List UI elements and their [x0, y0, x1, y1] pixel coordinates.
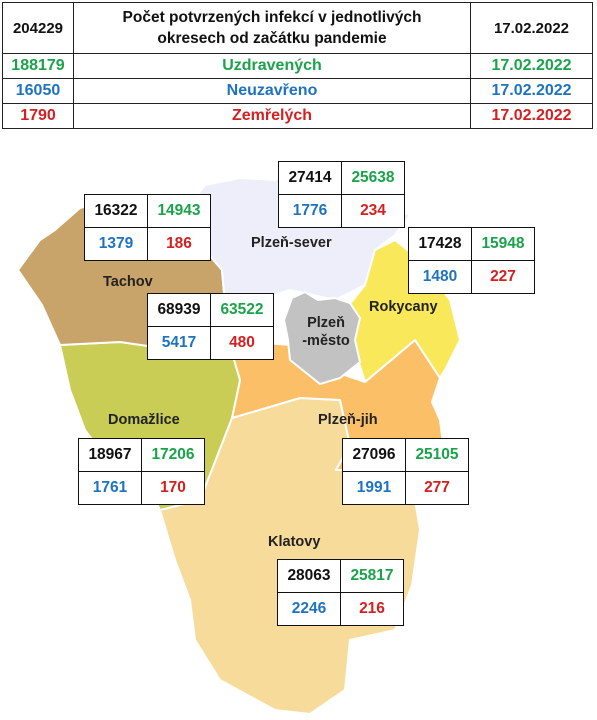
- label-rokycany: Rokycany: [369, 299, 438, 315]
- plzen-jih-total: 27096: [342, 438, 406, 472]
- header-row-recovered: 188179 Uzdravených 17.02.2022: [2, 53, 593, 79]
- plzen-mesto-total: 68939: [147, 293, 211, 327]
- domazlice-recovered: 17206: [141, 438, 205, 472]
- label-plzen-sever: Plzeň-sever: [251, 235, 332, 251]
- header-row-total: 204229 Počet potvrzených infekcí v jedno…: [2, 2, 593, 54]
- klatovy-recovered: 25817: [340, 559, 404, 593]
- open-label: Neuzavřeno: [73, 78, 471, 104]
- header-row-deaths: 1790 Zemřelých 17.02.2022: [2, 103, 593, 129]
- rokycany-deaths: 227: [471, 260, 535, 294]
- klatovy-total: 28063: [277, 559, 341, 593]
- stats-box-rokycany: 17428 15948 1480 227: [408, 227, 535, 294]
- domazlice-open: 1761: [78, 471, 142, 505]
- label-tachov: Tachov: [103, 274, 153, 290]
- label-plzen-mesto-line2: -město: [302, 333, 350, 349]
- district-plzen-mesto[interactable]: [283, 291, 361, 385]
- plzen-jih-open: 1991: [342, 471, 406, 505]
- deaths-label: Zemřelých: [73, 103, 471, 129]
- recovered-value: 188179: [2, 53, 74, 79]
- tachov-open: 1379: [84, 227, 148, 261]
- domazlice-total: 18967: [78, 438, 142, 472]
- tachov-deaths: 186: [147, 227, 211, 261]
- header-date: 17.02.2022: [470, 2, 593, 54]
- domazlice-deaths: 170: [141, 471, 205, 505]
- plzen-mesto-open: 5417: [147, 326, 211, 360]
- open-value: 16050: [2, 78, 74, 104]
- stats-box-plzen-jih: 27096 25105 1991 277: [342, 438, 469, 505]
- plzen-mesto-recovered: 63522: [210, 293, 274, 327]
- plzen-sever-total: 27414: [278, 161, 342, 195]
- total-cases-value: 204229: [2, 2, 74, 54]
- stats-box-plzen-sever: 27414 25638 1776 234: [278, 161, 405, 228]
- plzen-jih-recovered: 25105: [405, 438, 469, 472]
- deaths-value: 1790: [2, 103, 74, 129]
- plzen-sever-open: 1776: [278, 194, 342, 228]
- stats-box-domazlice: 18967 17206 1761 170: [78, 438, 205, 505]
- header-table: 204229 Počet potvrzených infekcí v jedno…: [2, 2, 593, 129]
- label-plzen-mesto-line1: Plzeň: [307, 315, 345, 331]
- stats-box-klatovy: 28063 25817 2246 216: [277, 559, 404, 626]
- rokycany-total: 17428: [408, 227, 472, 261]
- stats-box-tachov: 16322 14943 1379 186: [84, 194, 211, 261]
- rokycany-open: 1480: [408, 260, 472, 294]
- plzen-mesto-deaths: 480: [210, 326, 274, 360]
- klatovy-open: 2246: [277, 592, 341, 626]
- stats-box-plzen-mesto: 68939 63522 5417 480: [147, 293, 274, 360]
- tachov-total: 16322: [84, 194, 148, 228]
- header-title: Počet potvrzených infekcí v jednotlivých…: [73, 2, 471, 54]
- plzen-jih-deaths: 277: [405, 471, 469, 505]
- plzen-sever-deaths: 234: [341, 194, 405, 228]
- label-domazlice: Domažlice: [108, 412, 180, 428]
- label-plzen-jih: Plzeň-jih: [318, 412, 378, 428]
- rokycany-recovered: 15948: [471, 227, 535, 261]
- header-title-line2: okresech od začátku pandemie: [157, 30, 387, 47]
- deaths-date: 17.02.2022: [470, 103, 593, 129]
- plzen-sever-recovered: 25638: [341, 161, 405, 195]
- label-plzen-mesto: Plzeň -město: [300, 314, 352, 350]
- tachov-recovered: 14943: [147, 194, 211, 228]
- label-klatovy: Klatovy: [268, 534, 321, 550]
- klatovy-deaths: 216: [340, 592, 404, 626]
- header-title-line1: Počet potvrzených infekcí v jednotlivých: [122, 9, 422, 26]
